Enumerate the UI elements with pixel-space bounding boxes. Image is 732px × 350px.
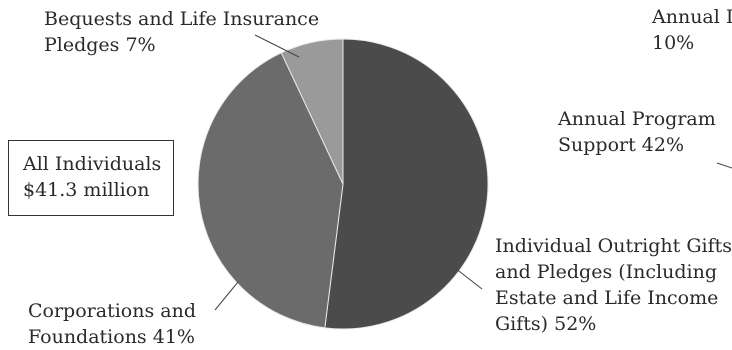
- bequests-leader-line: [254, 34, 300, 58]
- pie-slice-0: [324, 38, 489, 330]
- outright-label-line-4: Gifts) 52%: [495, 313, 597, 335]
- annual-program-leader-line: [716, 162, 732, 169]
- pie-slice-2: [280, 38, 344, 185]
- summary-line-2: $41.3 million: [23, 179, 150, 201]
- outright-label-line-3: Estate and Life Income: [495, 287, 719, 309]
- corporations-leader-line: [214, 281, 239, 311]
- corporations-label-line-1: Corporations and: [28, 300, 196, 322]
- bequests-label-line-1: Bequests and Life Insurance: [44, 8, 320, 30]
- corporations-label: Corporations and Foundations 41%: [28, 298, 196, 350]
- summary-line-1: All Individuals: [23, 153, 162, 175]
- bequests-label: Bequests and Life Insurance Pledges 7%: [44, 6, 319, 58]
- outright-label-line-1: Individual Outright Gifts: [495, 235, 732, 257]
- corporations-label-line-2: Foundations 41%: [28, 326, 195, 348]
- outright-leader-line: [454, 267, 483, 290]
- annual-top-label: Annual I 10%: [652, 4, 732, 56]
- summary-box: All Individuals $41.3 million: [8, 140, 174, 216]
- outright-label: Individual Outright Gifts and Pledges (I…: [495, 233, 732, 337]
- annual-program-label-line-1: Annual Program: [558, 108, 716, 130]
- outright-label-line-2: and Pledges (Including: [495, 261, 717, 283]
- bequests-label-line-2: Pledges 7%: [44, 34, 156, 56]
- annual-top-label-line-1: Annual I: [652, 6, 732, 28]
- pie-slice-1: [197, 52, 344, 329]
- annual-top-label-line-2: 10%: [652, 32, 695, 54]
- annual-program-label-line-2: Support 42%: [558, 134, 685, 156]
- annual-program-label: Annual Program Support 42%: [558, 106, 716, 158]
- pie-slices: [197, 38, 489, 330]
